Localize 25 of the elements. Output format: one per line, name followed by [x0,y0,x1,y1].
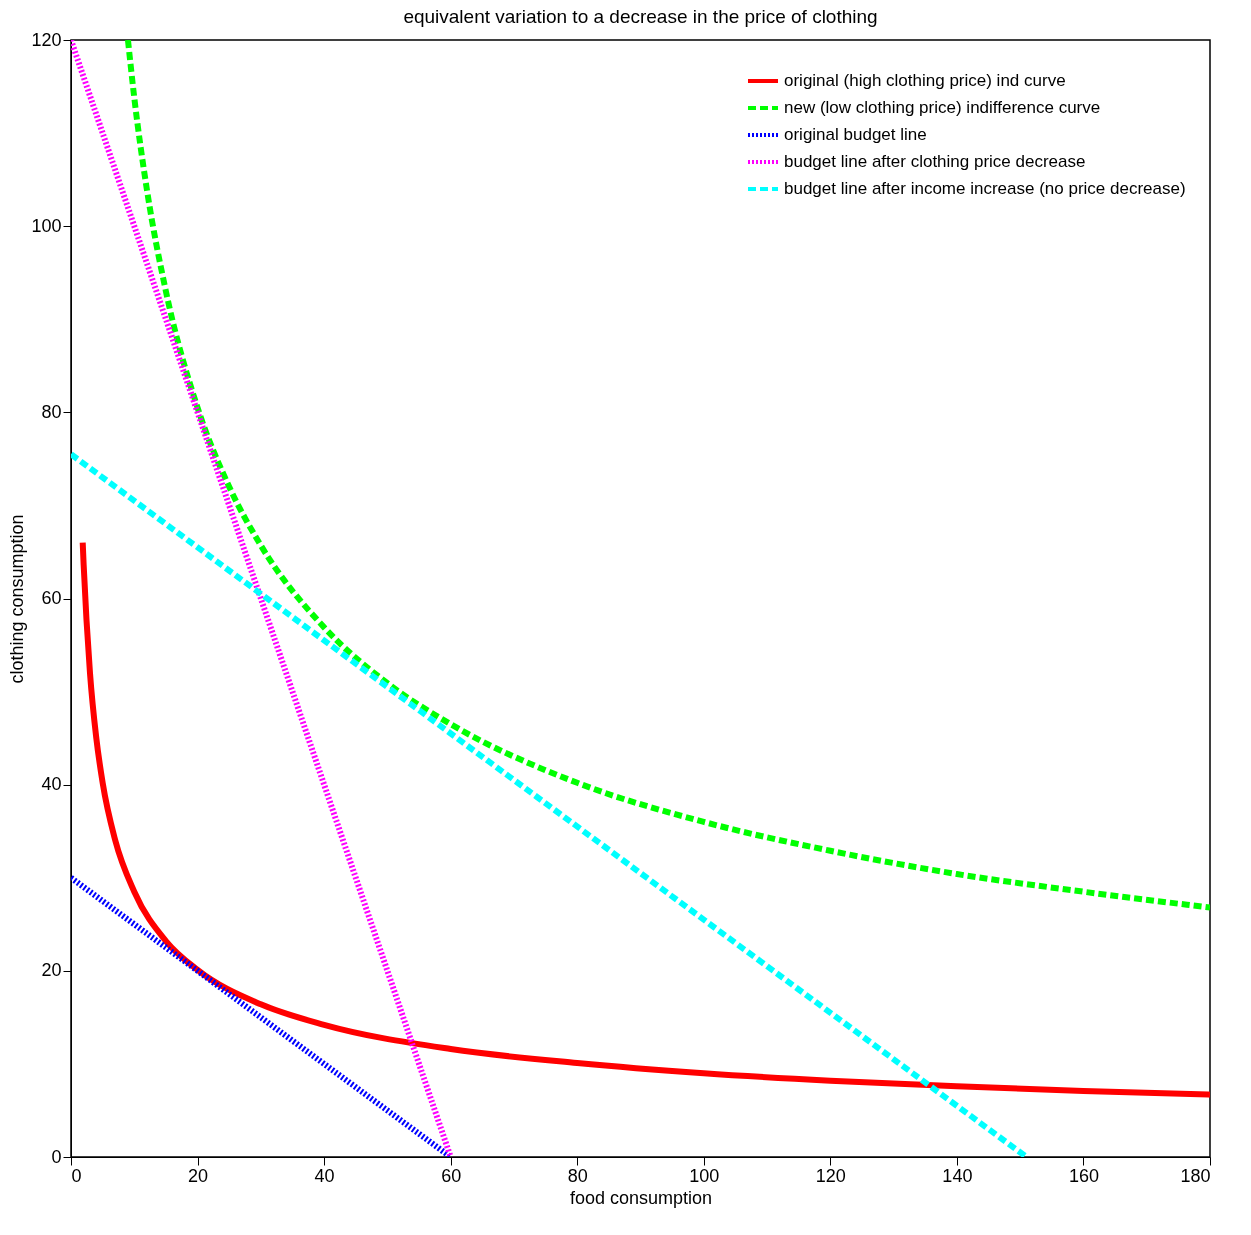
x-tick-label: 60 [441,1165,462,1186]
y-tick-label: 40 [41,774,62,795]
legend-label: original (high clothing price) ind curve [784,71,1066,90]
y-axis-title: clothing consumption [7,514,28,684]
x-tick-label: 160 [1068,1165,1099,1186]
x-tick-label: 20 [188,1165,209,1186]
y-tick-label: 0 [51,1146,62,1167]
x-tick-label: 100 [689,1165,720,1186]
x-tick-label: 120 [815,1165,846,1186]
legend-label: budget line after income increase (no price decrease) [784,179,1186,198]
x-tick-label: 180 [1180,1165,1211,1186]
y-tick-label: 20 [41,960,62,981]
x-axis-title: food consumption [569,1187,713,1208]
chart-title: equivalent variation to a decrease in the price of clothing [403,6,878,27]
y-tick-label: 60 [41,588,62,608]
x-tick-label: 140 [942,1165,973,1186]
legend-label: budget line after clothing price decrease [784,152,1086,171]
legend-label: original budget line [784,125,927,144]
y-tick-label: 100 [31,215,62,236]
legend-label: new (low clothing price) indifference curve [784,98,1101,117]
y-tick-label: 80 [41,401,62,422]
x-tick-label: 0 [71,1165,82,1186]
x-tick-label: 40 [314,1165,335,1186]
x-tick-label: 80 [567,1165,588,1186]
y-tick-label: 120 [31,29,62,50]
